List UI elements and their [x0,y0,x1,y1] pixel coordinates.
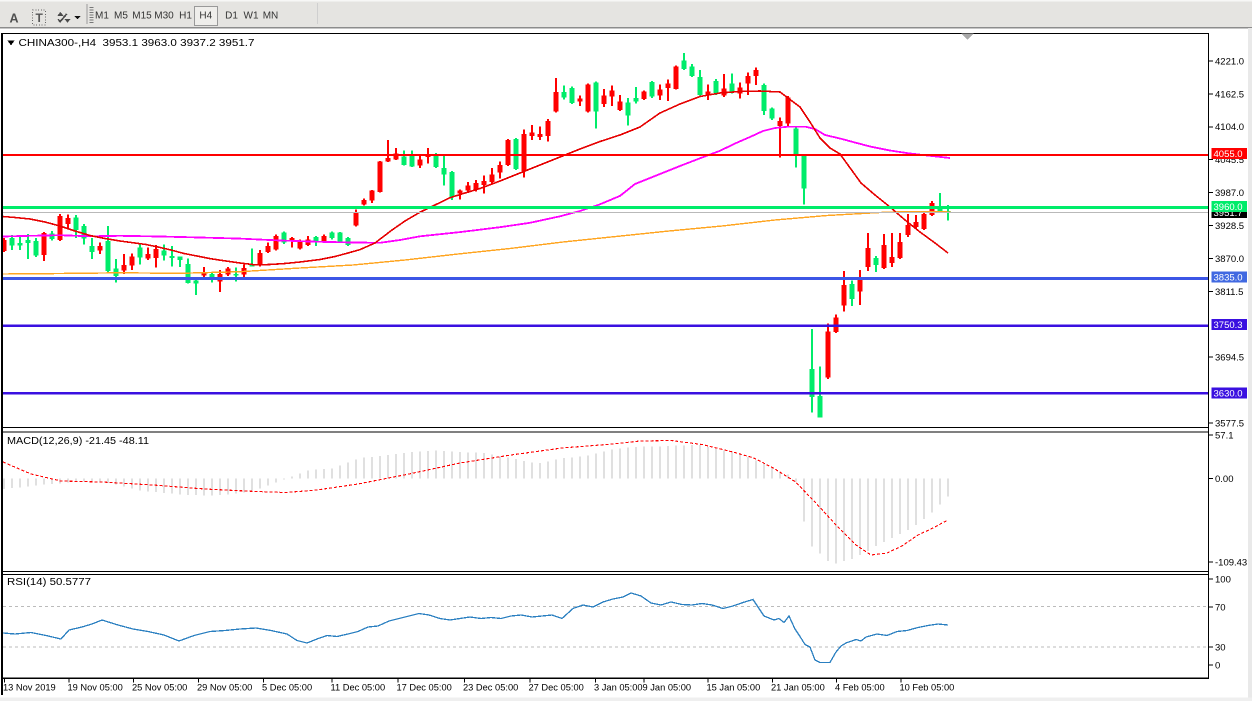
svg-text:CHINA300-,H4 3953.1 3963.0 39: CHINA300-,H4 3953.1 3963.0 3937.2 3951.7 [19,38,255,49]
svg-text:4055.0: 4055.0 [1214,149,1243,160]
svg-text:17 Dec 05:00: 17 Dec 05:00 [397,683,452,693]
svg-text:70: 70 [1215,602,1226,613]
svg-text:3630.0: 3630.0 [1214,389,1243,400]
svg-text:W1: W1 [244,11,259,22]
svg-text:11 Dec 05:00: 11 Dec 05:00 [331,683,386,693]
svg-text:3750.3: 3750.3 [1214,320,1243,331]
svg-text:5 Dec 05:00: 5 Dec 05:00 [262,683,312,693]
svg-text:4104.0: 4104.0 [1215,122,1244,133]
svg-text:MACD(12,26,9) -21.45 -48.11: MACD(12,26,9) -21.45 -48.11 [7,436,149,447]
svg-text:25 Nov 05:00: 25 Nov 05:00 [132,683,187,693]
svg-text:13 Nov 2019: 13 Nov 2019 [3,683,56,693]
svg-text:A: A [10,12,19,26]
svg-text:3960.0: 3960.0 [1214,202,1243,213]
svg-text:3870.0: 3870.0 [1215,254,1244,265]
svg-text:-109.43: -109.43 [1215,557,1247,568]
svg-text:M15: M15 [132,11,152,22]
svg-text:4162.5: 4162.5 [1215,89,1244,100]
svg-text:RSI(14) 50.5777: RSI(14) 50.5777 [7,577,91,588]
svg-text:H1: H1 [179,11,192,22]
svg-text:0: 0 [1215,660,1220,671]
svg-text:3811.5: 3811.5 [1215,287,1243,298]
svg-text:3928.5: 3928.5 [1215,221,1244,232]
svg-text:15 Jan 05:00: 15 Jan 05:00 [707,683,761,693]
svg-text:10 Feb 05:00: 10 Feb 05:00 [900,683,955,693]
svg-text:4221.0: 4221.0 [1215,56,1244,67]
svg-text:3987.0: 3987.0 [1215,188,1244,199]
svg-text:27 Dec 05:00: 27 Dec 05:00 [529,683,584,693]
svg-text:0.00: 0.00 [1215,474,1234,485]
svg-text:57.1: 57.1 [1215,430,1234,441]
svg-text:100: 100 [1215,574,1231,585]
svg-text:M30: M30 [154,11,174,22]
svg-text:4 Feb 05:00: 4 Feb 05:00 [835,683,885,693]
svg-text:3 Jan 05:00: 3 Jan 05:00 [594,683,643,693]
svg-text:21 Jan 05:00: 21 Jan 05:00 [771,683,825,693]
svg-text:H4: H4 [199,11,212,22]
svg-text:30: 30 [1215,642,1226,653]
svg-text:9 Jan 05:00: 9 Jan 05:00 [643,683,692,693]
svg-text:19 Nov 05:00: 19 Nov 05:00 [68,683,123,693]
svg-text:3694.5: 3694.5 [1215,353,1244,364]
svg-text:T: T [36,11,44,25]
svg-text:23 Dec 05:00: 23 Dec 05:00 [463,683,518,693]
svg-text:4045.5: 4045.5 [1215,155,1244,166]
svg-text:M1: M1 [95,11,109,22]
svg-text:3951.7: 3951.7 [1214,208,1243,219]
svg-text:3835.0: 3835.0 [1214,273,1243,284]
svg-text:MN: MN [263,11,279,22]
svg-text:M5: M5 [114,11,128,22]
svg-text:29 Nov 05:00: 29 Nov 05:00 [197,683,252,693]
svg-text:3577.5: 3577.5 [1215,419,1244,430]
svg-text:D1: D1 [225,11,238,22]
